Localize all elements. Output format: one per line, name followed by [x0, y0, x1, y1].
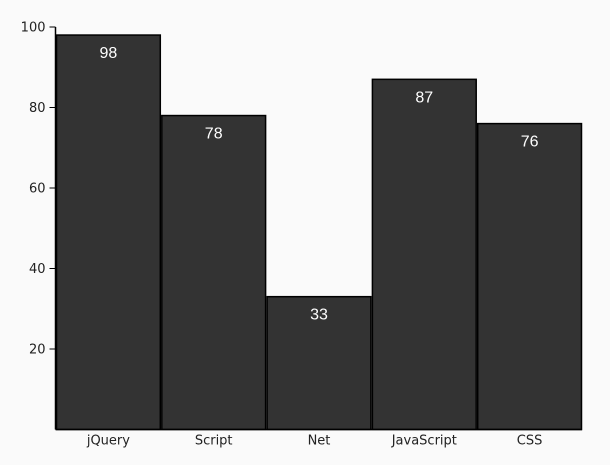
bar-value-label: 33 [310, 307, 328, 324]
bar-value-label: 87 [415, 89, 433, 106]
y-tick-label: 100 [21, 21, 46, 36]
y-tick-label: 40 [29, 262, 46, 277]
x-category-label: Script [195, 434, 233, 449]
bar-jquery [55, 34, 162, 431]
bar-javascript [371, 78, 477, 431]
y-tick-label: 20 [29, 343, 46, 358]
x-category-label: JavaScript [391, 434, 457, 449]
bar-css [476, 122, 583, 431]
x-category-label: CSS [517, 434, 543, 449]
y-tick-label: 60 [29, 182, 46, 197]
x-axis-labels: jQuery Script Net JavaScript CSS [86, 434, 543, 449]
bar-value-label: 78 [205, 126, 223, 143]
bar-script [161, 114, 267, 431]
bar-value-label: 98 [100, 45, 118, 62]
bar-value-label: 76 [521, 134, 539, 151]
bars-group: 98 78 33 87 76 [55, 34, 583, 431]
y-tick-label: 80 [29, 101, 46, 116]
x-category-label: Net [308, 434, 331, 449]
bar-net [266, 295, 372, 431]
axes-group [54, 27, 582, 431]
x-category-label: jQuery [86, 434, 130, 449]
y-axis-ticks: 20 40 60 80 100 [21, 21, 56, 358]
